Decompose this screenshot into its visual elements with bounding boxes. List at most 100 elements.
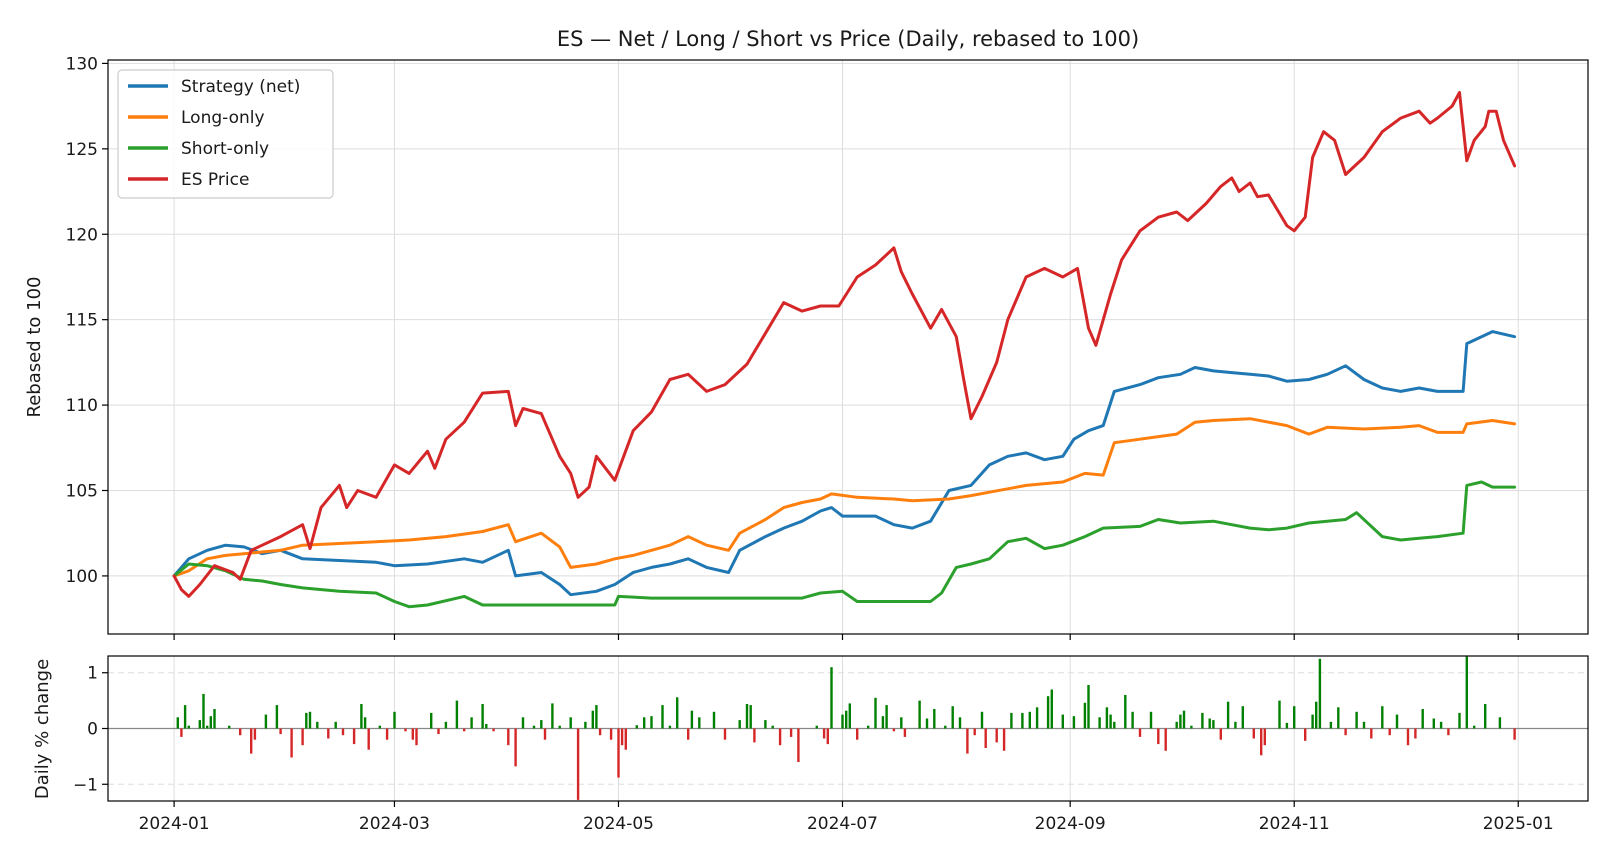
daily-change-bar — [1234, 721, 1237, 729]
daily-change-bar — [1439, 721, 1443, 729]
daily-change-bar — [290, 728, 293, 758]
daily-change-bar — [1285, 722, 1289, 729]
daily-change-bar — [187, 725, 190, 729]
daily-change-bar — [1293, 706, 1296, 729]
daily-change-bar — [1131, 711, 1134, 729]
daily-change-bar — [712, 711, 716, 729]
daily-change-bar — [1315, 701, 1318, 729]
top-y-tick-label: 130 — [66, 54, 98, 74]
top-y-tick-label: 120 — [66, 225, 98, 245]
daily-change-bar — [885, 705, 888, 729]
daily-change-bar — [1498, 717, 1502, 729]
daily-change-bar — [183, 705, 187, 729]
daily-change-bar — [1072, 716, 1076, 729]
daily-change-bar — [620, 728, 624, 746]
daily-change-bar — [933, 709, 936, 729]
daily-change-bar — [463, 728, 466, 732]
daily-change-bar — [1278, 700, 1281, 729]
daily-change-bar — [1414, 728, 1417, 739]
daily-change-bar — [617, 728, 620, 778]
daily-change-bar — [264, 714, 268, 729]
daily-change-bar — [635, 725, 638, 729]
daily-change-bar — [830, 667, 833, 729]
chart-title: ES — Net / Long / Short vs Price (Daily,… — [557, 27, 1139, 51]
daily-change-bar — [687, 728, 690, 740]
top-series — [172, 91, 1517, 609]
daily-change-bar — [1513, 728, 1516, 740]
daily-change-bar — [903, 728, 907, 737]
daily-change-bar — [1219, 728, 1222, 740]
daily-change-bar — [1304, 728, 1307, 741]
daily-change-bar — [874, 697, 877, 729]
daily-change-bar — [1028, 711, 1031, 729]
daily-change-bar — [198, 720, 201, 729]
daily-change-bar — [900, 717, 903, 729]
daily-change-bar — [455, 700, 459, 729]
daily-change-bar — [1087, 685, 1090, 729]
daily-change-bar — [316, 721, 319, 729]
daily-change-bar — [951, 706, 954, 729]
daily-change-bar — [690, 710, 694, 729]
top-axes-frame — [107, 59, 1589, 635]
daily-change-bar — [584, 721, 587, 729]
daily-change-bar — [856, 728, 859, 740]
daily-change-bar — [918, 700, 921, 729]
legend-label: Long-only — [181, 108, 265, 128]
daily-change-bar — [749, 705, 752, 729]
daily-change-bars — [176, 656, 1516, 800]
daily-change-bar — [789, 728, 793, 737]
daily-change-bar — [650, 716, 653, 729]
daily-change-bar — [209, 716, 212, 729]
x-tick-label: 2024-09 — [1035, 814, 1106, 834]
daily-change-bar — [1208, 718, 1211, 729]
daily-change-bar — [540, 720, 543, 729]
legend-items: Strategy (net) Long-only Short-only ES Pric… — [128, 77, 300, 190]
bottom-y-tick-label: 1 — [87, 664, 98, 684]
daily-change-bar — [481, 704, 484, 729]
daily-change-bar — [507, 728, 510, 746]
daily-change-bar — [1164, 728, 1167, 751]
daily-change-bar — [1458, 712, 1461, 729]
daily-change-bar — [176, 717, 179, 729]
daily-change-bar — [551, 703, 554, 729]
top-y-ticks: 100 105 110 115 120 125 130 — [66, 54, 108, 587]
daily-change-bar — [301, 728, 304, 746]
top-y-tick-label: 100 — [66, 567, 98, 587]
daily-change-bar — [1035, 707, 1039, 729]
daily-change-bar — [995, 728, 998, 743]
daily-change-bar — [367, 728, 370, 750]
daily-change-bar — [385, 728, 389, 740]
daily-change-bar — [609, 728, 613, 740]
bottom-y-axis-label: Daily % change — [32, 659, 53, 799]
daily-change-bar — [1395, 714, 1399, 729]
daily-change-bar — [1362, 721, 1366, 729]
daily-change-bar — [958, 717, 962, 729]
daily-change-bar — [1138, 728, 1142, 737]
daily-change-bar — [250, 728, 253, 754]
daily-change-bar — [543, 728, 547, 740]
daily-change-bar — [867, 725, 870, 729]
daily-change-bar — [275, 705, 279, 729]
daily-change-bar — [778, 728, 782, 746]
x-tick-label: 2024-03 — [359, 814, 430, 834]
daily-change-bar — [558, 725, 561, 729]
x-tick-label: 2025-01 — [1483, 814, 1554, 834]
daily-change-bar — [1473, 725, 1476, 729]
daily-change-bar — [1105, 707, 1109, 729]
daily-change-bar — [797, 728, 800, 762]
daily-change-bar — [1182, 710, 1186, 729]
top-y-tick-label: 125 — [66, 140, 98, 160]
daily-change-bar — [1311, 714, 1314, 729]
daily-change-bar — [1201, 712, 1204, 729]
x-tick-label: 2024-07 — [807, 814, 878, 834]
daily-change-bar — [569, 717, 572, 729]
daily-change-bar — [1021, 712, 1024, 729]
daily-change-bar — [514, 728, 517, 767]
daily-change-bar — [591, 710, 594, 729]
daily-change-bar — [1432, 718, 1435, 729]
daily-change-bar — [1113, 721, 1116, 729]
daily-change-bar — [430, 712, 433, 729]
daily-change-bar — [308, 711, 312, 729]
daily-change-bar — [404, 728, 407, 732]
